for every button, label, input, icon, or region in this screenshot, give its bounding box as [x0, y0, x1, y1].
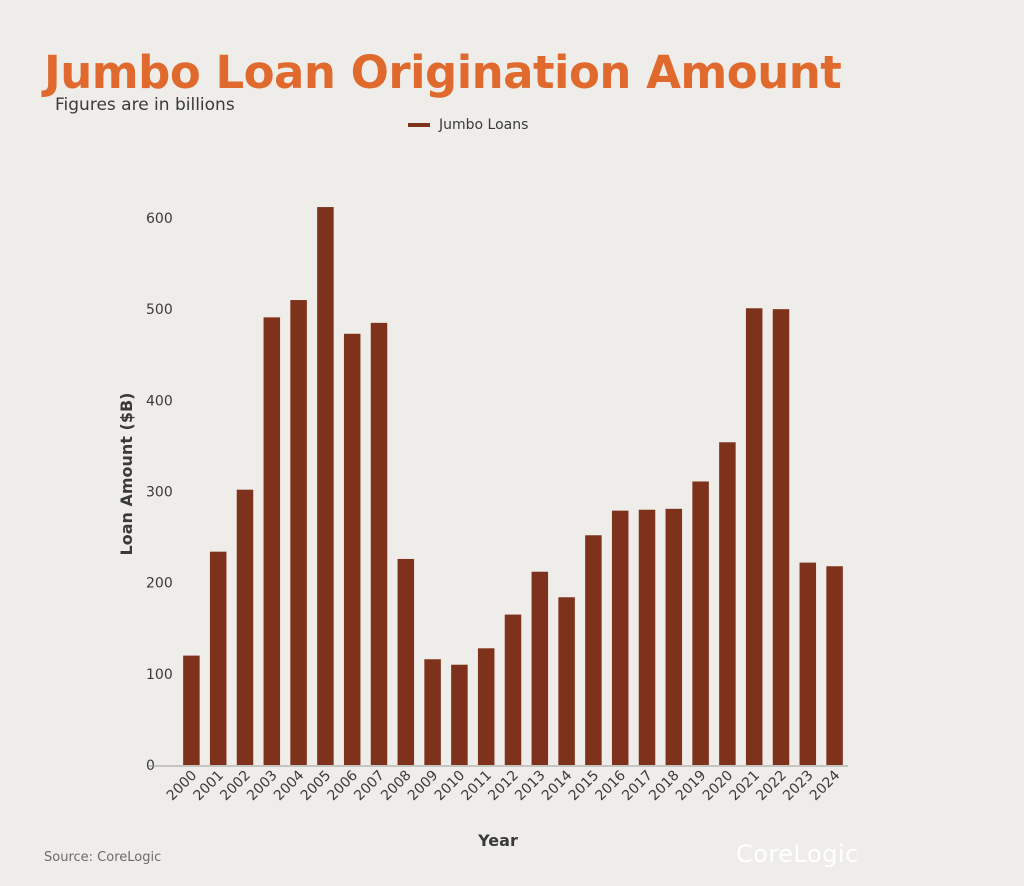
bar-2005	[317, 207, 334, 765]
bar-2021	[745, 308, 763, 765]
bar-2008	[397, 558, 415, 765]
bar-2020	[719, 442, 736, 765]
x-axis-title: Year	[477, 831, 518, 850]
x-tick-label: 2011	[459, 768, 496, 805]
x-tick-label: 2020	[700, 768, 737, 805]
bar-2017	[638, 509, 656, 765]
y-tick-label: 400	[146, 393, 173, 409]
x-tick-label: 2016	[593, 767, 630, 804]
bar-2000	[183, 655, 200, 765]
x-tick-label: 2007	[351, 768, 388, 805]
bar-2010	[451, 664, 468, 765]
bar-2002	[236, 489, 254, 765]
x-tick-label: 2023	[780, 768, 817, 805]
y-tick-label: 100	[146, 667, 173, 683]
source-note: Source: CoreLogic	[44, 850, 162, 865]
bar-2006	[343, 333, 361, 765]
x-axis-ticks: 2000200120022003200420052006200720082009…	[164, 767, 844, 804]
y-tick-label: 200	[146, 576, 173, 592]
x-tick-label: 2002	[217, 768, 254, 805]
bar-2024	[826, 566, 843, 765]
x-tick-label: 2014	[539, 767, 576, 804]
bar-2013	[531, 571, 549, 765]
x-tick-label: 2024	[807, 767, 844, 804]
bar-2004	[290, 300, 307, 765]
y-axis-title: Loan Amount ($B)	[117, 393, 136, 556]
x-tick-label: 2006	[325, 767, 362, 804]
bar-2003	[263, 317, 281, 765]
x-tick-label: 2005	[298, 768, 335, 805]
x-tick-label: 2008	[378, 768, 415, 805]
legend-label: Jumbo Loans	[439, 117, 529, 133]
x-tick-label: 2021	[727, 768, 764, 805]
x-tick-label: 2012	[485, 768, 522, 805]
x-tick-label: 2017	[619, 768, 656, 805]
bar-2019	[692, 481, 709, 765]
bar-2014	[558, 597, 575, 765]
y-tick-label: 300	[146, 485, 173, 501]
x-tick-label: 2019	[673, 768, 710, 805]
y-tick-label: 500	[146, 302, 173, 318]
x-tick-label: 2004	[271, 767, 308, 804]
x-tick-label: 2010	[432, 768, 469, 805]
corelogic-logo: CoreLogic	[736, 840, 859, 868]
bar-2009	[424, 659, 441, 765]
x-tick-label: 2009	[405, 768, 442, 805]
x-tick-label: 2018	[646, 768, 683, 805]
chart-title: Jumbo Loan Origination Amount	[44, 46, 842, 99]
bar-2022	[772, 309, 790, 765]
legend-swatch	[408, 123, 430, 127]
x-tick-label: 2015	[566, 768, 603, 805]
bar-2016	[611, 510, 629, 765]
bar-2018	[665, 508, 683, 765]
x-tick-label: 2000	[164, 768, 201, 805]
chart-subtitle: Figures are in billions	[55, 95, 235, 115]
x-tick-label: 2013	[512, 768, 549, 805]
x-tick-label: 2003	[244, 768, 281, 805]
bar-2015	[585, 535, 602, 765]
x-tick-label: 2001	[191, 768, 228, 805]
bar-2011	[477, 648, 495, 765]
bar-2007	[370, 322, 388, 765]
y-tick-label: 600	[146, 211, 173, 227]
bar-2001	[209, 551, 227, 765]
bar-2023	[799, 562, 817, 765]
legend: Jumbo Loans	[408, 117, 528, 133]
bars	[183, 207, 843, 765]
bar-2012	[504, 614, 522, 765]
x-tick-label: 2022	[753, 768, 790, 805]
